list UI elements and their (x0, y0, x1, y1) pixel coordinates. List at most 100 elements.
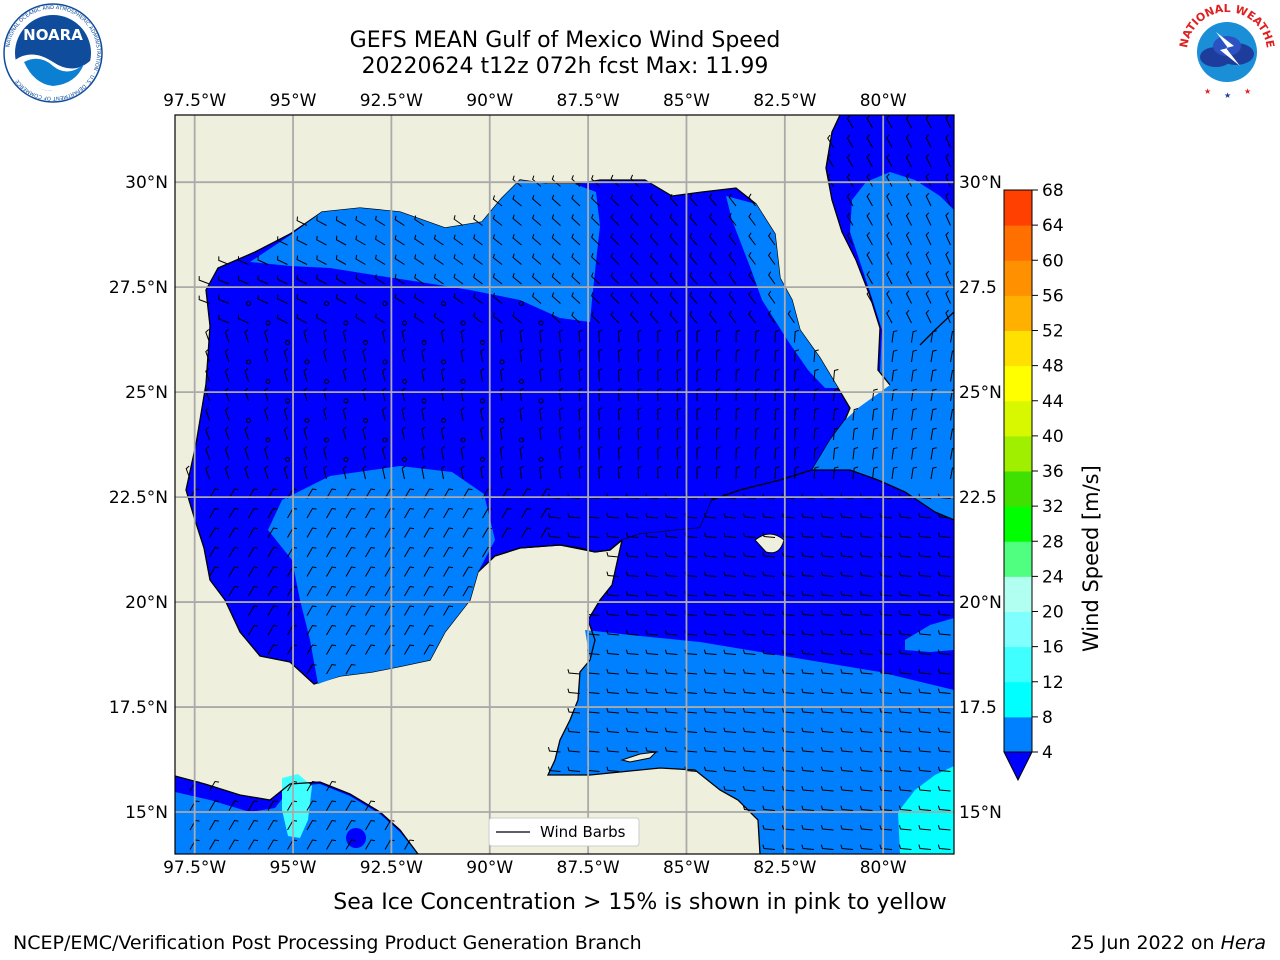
lat-label-right: 17.5 (959, 698, 997, 718)
wind-barb (532, 214, 542, 226)
wind-barb (567, 766, 581, 772)
wind-barb (440, 446, 446, 460)
wind-barb (689, 213, 698, 226)
wind-barb (827, 134, 834, 148)
wind-barb (246, 359, 251, 365)
wind-barb (866, 192, 873, 207)
wind-barb (925, 212, 932, 226)
wind-barb (218, 314, 230, 324)
wind-barb (801, 708, 815, 714)
wind-barb (492, 234, 503, 246)
wind-barb (606, 708, 620, 714)
wind-barb (578, 368, 583, 382)
wind-barb (820, 688, 834, 694)
wind-barb (228, 585, 239, 597)
wind-barb (905, 153, 912, 168)
wind-barb (326, 663, 337, 675)
wind-barb (735, 466, 741, 480)
wind-barb (742, 552, 756, 558)
wind-barb (840, 591, 854, 597)
wind-barb (689, 291, 698, 304)
wind-barb (277, 255, 288, 265)
wind-barb (460, 437, 466, 443)
colorbar-swatch (1004, 365, 1032, 402)
wind-barb (283, 465, 288, 480)
wind-barb (781, 786, 795, 792)
wind-barb (723, 610, 737, 616)
wind-barb (781, 844, 795, 850)
wind-barb (820, 786, 834, 792)
wind-barb (591, 233, 600, 246)
wind-barb (480, 426, 485, 441)
wind-barb (708, 232, 717, 246)
wind-barb (930, 427, 937, 441)
wind-barb (606, 766, 620, 772)
wind-barb (224, 329, 230, 343)
wind-barb (748, 252, 756, 265)
wind-barb (499, 465, 505, 480)
wind-barb (264, 407, 269, 421)
wind-barb (228, 800, 239, 811)
wind-barb (547, 747, 561, 753)
wind-barb (296, 216, 308, 226)
wind-barb (404, 546, 415, 558)
wind-barb (326, 800, 337, 811)
wind-barb (205, 387, 210, 402)
wind-barb (421, 465, 426, 480)
wind-barb (625, 669, 639, 675)
wind-barb (918, 552, 932, 558)
colorbar-tick-label: 40 (1042, 427, 1064, 447)
wind-barb (335, 216, 347, 226)
wind-barb (774, 446, 780, 460)
wind-barb (723, 532, 737, 538)
wind-barb (205, 329, 210, 343)
wind-barb (441, 418, 446, 423)
wind-barb (846, 115, 854, 129)
wind-barb (267, 800, 278, 811)
wind-barb (801, 805, 815, 811)
wind-barb (859, 591, 873, 597)
wind-barb (728, 291, 737, 304)
wind-barb (774, 349, 780, 363)
wind-barb (306, 644, 317, 655)
wind-barb (937, 669, 951, 675)
wind-barb (657, 387, 662, 402)
wind-barb (625, 610, 639, 616)
wind-barb (859, 649, 873, 655)
wind-barb (363, 340, 368, 345)
wind-barb (248, 605, 259, 616)
wind-barb (801, 649, 815, 655)
wind-barb (303, 446, 308, 460)
colorbar-swatches (1003, 189, 1033, 782)
wind-barb (898, 571, 912, 577)
colorbar-swatch (1004, 576, 1032, 612)
svg-text:★: ★ (1224, 91, 1231, 100)
wind-barb (637, 387, 642, 402)
wind-barb (267, 605, 278, 616)
wind-barb (840, 825, 854, 831)
colorbar-swatch (1004, 611, 1032, 648)
colorbar-swatch (1004, 471, 1032, 507)
wind-barb (453, 273, 464, 285)
wind-barb (598, 348, 603, 363)
wind-barb (703, 766, 717, 772)
wind-barb (650, 252, 659, 265)
wind-barb (676, 349, 682, 363)
wind-barb (355, 313, 366, 324)
wind-barbs-legend: Wind Barbs (488, 817, 640, 847)
wind-barb (323, 465, 328, 480)
wind-barb (394, 254, 405, 265)
timestamp-machine: Hera (1220, 932, 1266, 954)
wind-barb (859, 708, 873, 714)
wind-barb (598, 465, 603, 480)
wind-barb (833, 447, 839, 460)
wind-barb (918, 610, 932, 616)
colorbar-tick-label: 12 (1042, 673, 1064, 693)
wind-barb (423, 507, 434, 519)
wind-barb (859, 630, 873, 636)
wind-barb (519, 407, 524, 421)
wind-barb (762, 669, 776, 675)
wind-barb (265, 437, 271, 443)
wind-barb (598, 407, 603, 421)
wind-barb (742, 649, 756, 655)
